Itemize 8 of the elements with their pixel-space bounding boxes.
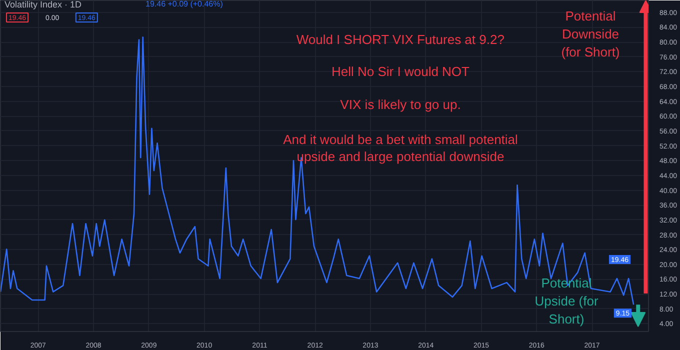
annotation: And it would be a bet with small potential [283,132,518,147]
chart-title: Volatility Index · 1D [4,0,82,10]
annotation: upside and large potential downside [296,149,504,164]
annotation: VIX is likely to go up. [340,97,461,112]
annotation: Hell No Sir I would NOT [332,64,470,79]
ref-line-label: Potential Downside (for Short) [561,8,620,60]
annotation: Would I SHORT VIX Futures at 9.2? [296,32,504,47]
chart-subtitle: 19.46 +0.09 (+0.46%) [146,0,224,8]
